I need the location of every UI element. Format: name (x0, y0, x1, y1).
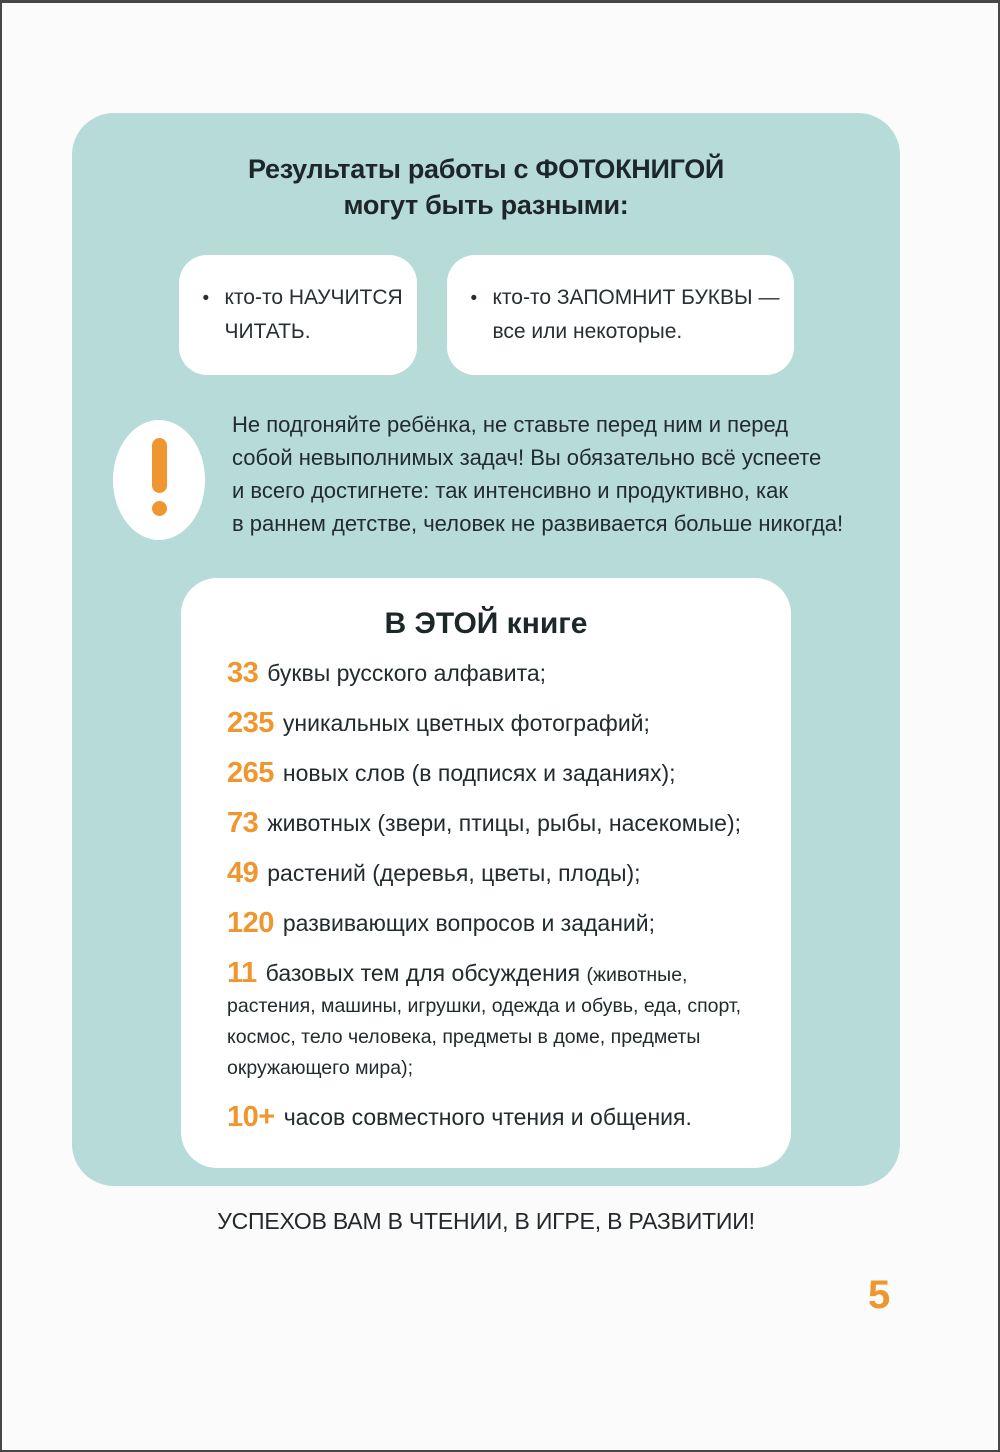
page-title: Результаты работы с ФОТОКНИГОЙ могут быт… (72, 151, 900, 223)
result-text: кто-то ЗАПОМНИТ БУКВЫ — (492, 286, 780, 309)
list-item: 120 развивающих вопросов и заданий; (227, 908, 761, 938)
note-line: в раннем детстве, человек не развивается… (232, 511, 844, 536)
result-boxes-row: • кто-то НАУЧИТСЯ ЧИТАТЬ. • кто-то ЗАПОМНИ… (72, 255, 900, 375)
result-line: все или некоторые. (492, 320, 683, 343)
note-line: собой невыполнимых задач! Вы обязательно… (232, 445, 822, 470)
bullet-icon: • (470, 288, 478, 309)
result-line: ЧИТАТЬ. (224, 320, 311, 343)
exclamation-icon (113, 420, 205, 540)
exclamation-bar (151, 438, 167, 493)
item-number: 33 (227, 657, 259, 689)
item-text: часов совместного чтения и общения. (283, 1104, 692, 1130)
item-text: новых слов (в подписях и заданиях); (282, 760, 676, 786)
result-box-remember-letters: • кто-то ЗАПОМНИТ БУКВЫ — все или некотор… (446, 255, 794, 375)
list-item: 265 новых слов (в подписях и заданиях); (227, 758, 761, 788)
item-text: растений (деревья, цветы, плоды); (267, 860, 641, 886)
item-number: 10+ (227, 1101, 275, 1133)
item-number: 265 (227, 757, 274, 789)
note-line: Не подгоняйте ребёнка, не ставьте перед … (232, 412, 789, 437)
item-text: уникальных цветных фотографий; (282, 710, 650, 736)
teal-card: Результаты работы с ФОТОКНИГОЙ могут быт… (72, 113, 900, 1186)
list-item: 49 растений (деревья, цветы, плоды); (227, 858, 761, 888)
note-line: и всего достигнете: так интенсивно и про… (232, 478, 788, 503)
list-item: 33 буквы русского алфавита; (227, 658, 761, 688)
result-line: • кто-то ЗАПОМНИТ БУКВЫ — (470, 281, 780, 315)
book-contents-list: 33 буквы русского алфавита; 235 уникальных… (227, 658, 761, 1132)
item-number: 73 (227, 807, 259, 839)
item-text: буквы русского алфавита; (267, 660, 547, 686)
item-number: 120 (227, 907, 274, 939)
exclamation-dot (151, 501, 167, 516)
result-box-learn-to-read: • кто-то НАУЧИТСЯ ЧИТАТЬ. (178, 255, 417, 375)
page-title-line2: могут быть разными: (343, 190, 629, 220)
book-contents-box: В ЭТОЙ книге 33 буквы русского алфавита; … (181, 578, 791, 1168)
item-text-small: (животные, растения, машины, игрушки, од… (227, 964, 742, 1079)
item-number: 235 (227, 707, 274, 739)
item-text: развивающих вопросов и заданий; (282, 910, 656, 936)
item-number: 11 (227, 957, 257, 989)
page-number: 5 (868, 1273, 891, 1317)
result-line: • кто-то НАУЧИТСЯ (202, 281, 403, 315)
result-text: кто-то НАУЧИТСЯ (224, 286, 403, 309)
list-item: 10+ часов совместного чтения и общения. (227, 1102, 761, 1132)
page-title-line1: Результаты работы с ФОТОКНИГОЙ (247, 154, 725, 184)
note-row: Не подгоняйте ребёнка, не ставьте перед … (113, 408, 843, 540)
list-item: 235 уникальных цветных фотографий; (227, 708, 761, 738)
item-text: базовых тем для обсуждения (265, 960, 587, 986)
note-paragraph: Не подгоняйте ребёнка, не ставьте перед … (232, 408, 843, 540)
book-contents-heading: В ЭТОЙ книге (384, 607, 588, 640)
item-number: 49 (227, 857, 259, 889)
bullet-icon: • (202, 288, 210, 309)
list-item: 73 животных (звери, птицы, рыбы, насекомы… (227, 808, 761, 838)
closing-wish-text: УСПЕХОВ ВАМ В ЧТЕНИИ, В ИГРЕ, В РАЗВИТИИ… (217, 1208, 755, 1234)
item-text: животных (звери, птицы, рыбы, насекомые)… (267, 810, 741, 836)
list-item: 11 базовых тем для обсуждения (животные, … (227, 958, 761, 1082)
